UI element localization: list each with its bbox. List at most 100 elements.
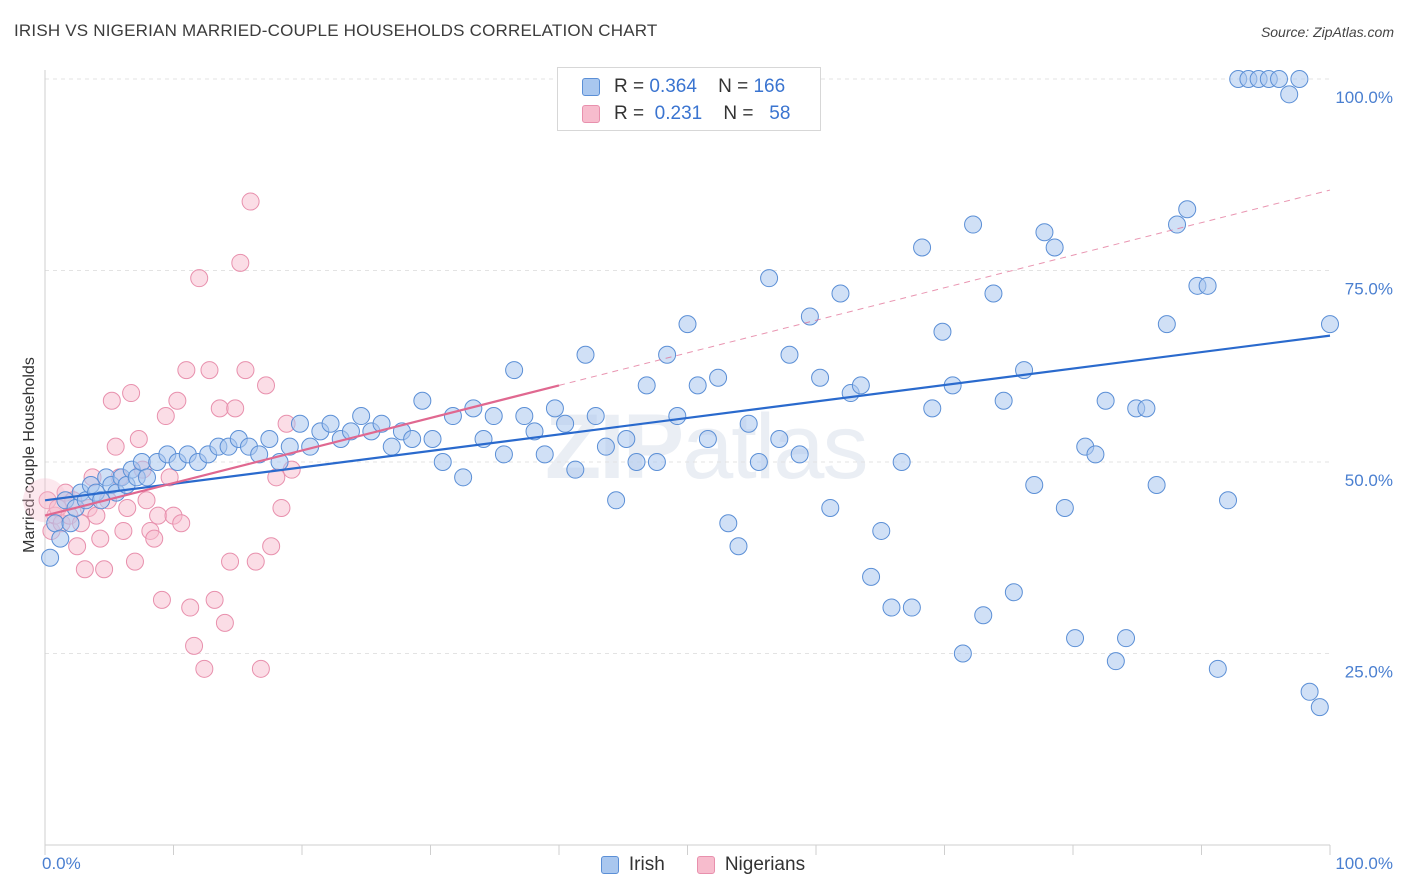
nigerian-point bbox=[118, 498, 137, 517]
irish-point bbox=[1025, 475, 1044, 494]
irish-point bbox=[413, 391, 432, 410]
irish-point bbox=[1219, 491, 1238, 510]
irish-point bbox=[831, 284, 850, 303]
irish-point bbox=[1208, 659, 1227, 678]
irish-point bbox=[627, 453, 646, 471]
axes bbox=[44, 70, 1331, 855]
nigerians-swatch bbox=[582, 105, 600, 123]
nigerian-point bbox=[106, 437, 125, 456]
irish-point bbox=[403, 430, 422, 449]
legend-nigerians-label: Nigerians bbox=[724, 854, 806, 875]
nigerian-point bbox=[226, 399, 245, 418]
irish-point bbox=[1055, 498, 1074, 517]
nigerian-point bbox=[221, 552, 240, 571]
nigerian-point bbox=[272, 498, 291, 517]
irish-point bbox=[790, 445, 809, 464]
irish-point bbox=[688, 376, 707, 395]
irish-point bbox=[1004, 583, 1023, 602]
irish-r-value: 0.364 bbox=[649, 76, 697, 97]
irish-point bbox=[1168, 215, 1187, 234]
stats-legend: R = 0.364 N = 166 R = 0.231 N = 58 bbox=[557, 67, 821, 131]
irish-point bbox=[505, 361, 524, 380]
nigerian-point bbox=[145, 529, 164, 548]
nigerian-point bbox=[125, 552, 144, 571]
irish-points bbox=[41, 70, 1339, 717]
legend-item-irish[interactable]: Irish bbox=[600, 854, 665, 876]
nigerian-point bbox=[152, 590, 171, 609]
nigerian-point bbox=[231, 253, 250, 272]
irish-point bbox=[821, 498, 840, 517]
nigerian-point bbox=[122, 384, 141, 403]
nigerian-point bbox=[95, 560, 114, 579]
nigerian-point bbox=[177, 361, 196, 380]
nigerian-point bbox=[195, 659, 214, 678]
source-credit: Source: ZipAtlas.com bbox=[1260, 24, 1394, 40]
irish-point bbox=[923, 399, 942, 418]
irish-point bbox=[1310, 698, 1329, 717]
nigerian-point bbox=[137, 491, 156, 510]
irish-point bbox=[872, 521, 891, 540]
irish-point bbox=[515, 407, 534, 426]
irish-point bbox=[535, 445, 554, 464]
irish-swatch bbox=[582, 78, 600, 96]
irish-point bbox=[280, 437, 299, 456]
irish-point bbox=[974, 606, 993, 625]
irish-point bbox=[1290, 70, 1309, 88]
irish-point bbox=[811, 368, 830, 387]
irish-point bbox=[913, 238, 932, 257]
nigerians-n-label: N = bbox=[723, 103, 754, 124]
irish-point bbox=[637, 376, 656, 395]
irish-point bbox=[1086, 445, 1105, 464]
irish-n-value: 166 bbox=[753, 76, 786, 97]
irish-point bbox=[1300, 682, 1319, 701]
irish-point bbox=[1147, 475, 1166, 494]
irish-point bbox=[994, 391, 1013, 410]
nigerians-n-value: 58 bbox=[769, 103, 791, 124]
irish-point bbox=[1321, 315, 1339, 334]
irish-point bbox=[586, 407, 605, 426]
irish-point bbox=[1117, 629, 1136, 648]
legend-irish-swatch bbox=[600, 856, 619, 874]
irish-point bbox=[953, 644, 972, 663]
y-tick-label: 100.0% bbox=[1335, 88, 1393, 107]
nigerian-point bbox=[205, 590, 224, 609]
irish-point bbox=[454, 468, 473, 487]
irish-point bbox=[132, 453, 151, 471]
x-tick-label-min: 0.0% bbox=[42, 854, 81, 873]
y-tick-label: 25.0% bbox=[1345, 663, 1393, 682]
irish-point bbox=[1106, 652, 1125, 671]
irish-point bbox=[1198, 276, 1217, 295]
irish-point bbox=[525, 422, 544, 441]
legend-nigerians-swatch bbox=[696, 856, 715, 874]
irish-point bbox=[851, 376, 870, 395]
irish-point bbox=[749, 453, 768, 471]
nigerians-r-label: R = bbox=[614, 103, 645, 124]
nigerian-point bbox=[236, 361, 255, 380]
legend-row-nigerians: R = 0.231 N = 58 bbox=[582, 102, 790, 126]
irish-point bbox=[668, 407, 687, 426]
irish-point bbox=[780, 345, 799, 364]
series-legend: Irish Nigerians bbox=[0, 852, 1406, 878]
nigerian-point bbox=[75, 560, 94, 579]
tick-labels: 25.0% 50.0% 75.0% 100.0% 0.0% 100.0% bbox=[42, 88, 1393, 873]
legend-item-nigerians[interactable]: Nigerians bbox=[696, 854, 806, 876]
irish-point bbox=[892, 453, 911, 471]
irish-point bbox=[729, 537, 748, 556]
irish-point bbox=[800, 307, 819, 326]
irish-point bbox=[321, 414, 340, 433]
irish-point bbox=[678, 315, 697, 334]
irish-point bbox=[494, 445, 513, 464]
irish-point bbox=[423, 430, 442, 449]
watermark: ZIPatlas bbox=[545, 395, 868, 500]
irish-point bbox=[1270, 70, 1289, 88]
irish-point bbox=[647, 453, 666, 471]
x-tick-label-max: 100.0% bbox=[1335, 854, 1393, 873]
nigerian-point bbox=[102, 391, 121, 410]
nigerian-trend-extension bbox=[558, 189, 1331, 386]
nigerian-point bbox=[257, 376, 276, 395]
irish-point bbox=[933, 322, 952, 341]
irish-point bbox=[260, 430, 279, 449]
irish-point bbox=[290, 414, 309, 433]
nigerian-point bbox=[149, 506, 168, 525]
